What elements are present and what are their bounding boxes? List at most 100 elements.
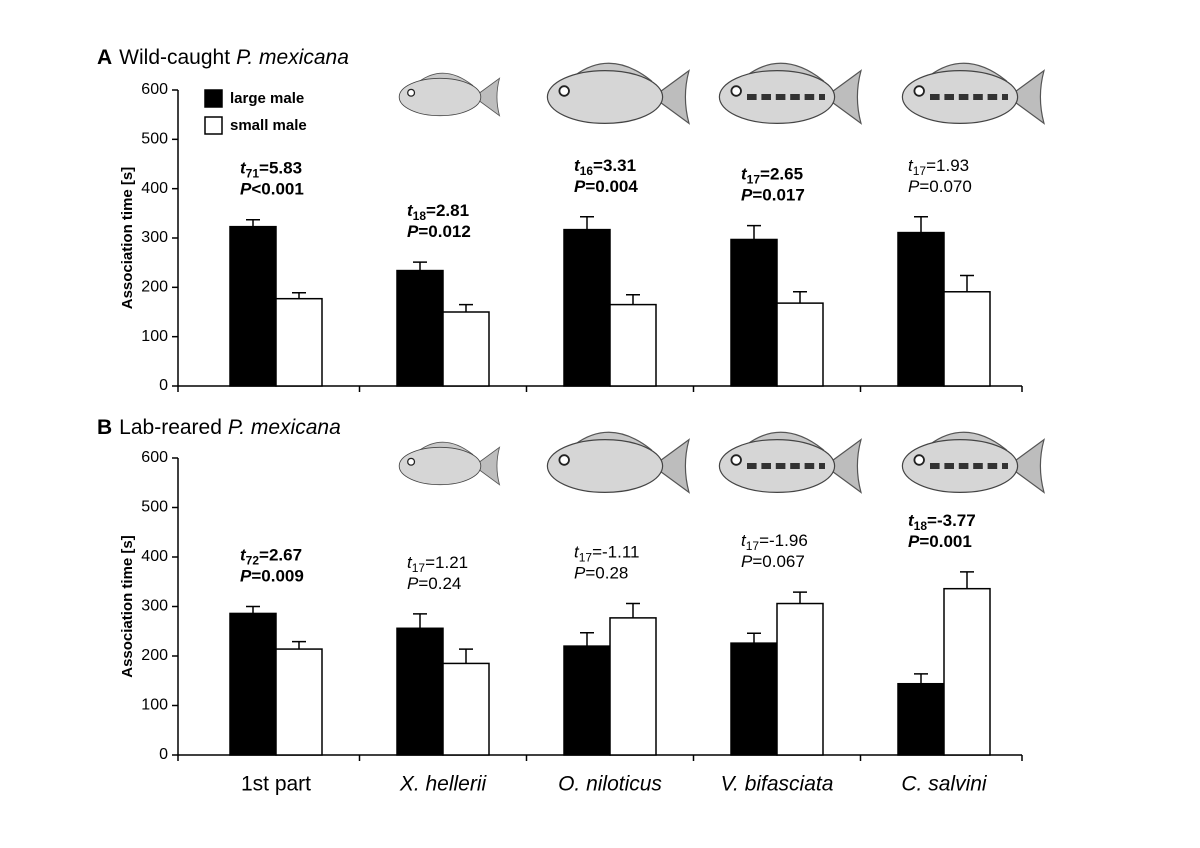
stat-df: 16: [580, 164, 594, 178]
y-axis-label: Association time [s]: [119, 535, 136, 678]
fish-eye: [913, 85, 925, 97]
fish-illustration: [718, 431, 863, 494]
fish-eye: [558, 85, 570, 97]
stat-value: =1.21: [425, 553, 468, 572]
x-tick-label: V. bifasciata: [721, 773, 834, 796]
p-value: =0.067: [752, 553, 804, 572]
y-tick-label: 500: [141, 131, 168, 148]
error-bar: [580, 216, 594, 230]
stat-symbol: t: [574, 156, 581, 175]
p-value: =0.009: [251, 567, 303, 586]
fish-body: [546, 438, 664, 494]
bar: [730, 238, 778, 387]
p-symbol: P: [741, 553, 753, 572]
error-bar: [914, 673, 928, 684]
stat-annotation: t17=-1.96: [741, 532, 808, 554]
stat-annotation: t17=1.93: [908, 156, 969, 178]
title-italic: P. mexicana: [236, 46, 349, 69]
p-value: =0.004: [585, 177, 638, 196]
p-value: =0.070: [919, 177, 971, 196]
error-bar: [459, 303, 473, 312]
error-bar: [626, 293, 640, 305]
bar: [730, 642, 778, 756]
y-tick-label: 400: [141, 180, 168, 197]
fish-tail: [473, 446, 501, 486]
p-annotation: P=0.067: [741, 553, 805, 572]
stat-df: 72: [246, 554, 260, 568]
bar: [609, 617, 657, 756]
y-tick-label: 0: [159, 746, 168, 763]
stat-df: 18: [413, 209, 427, 223]
error-bar: [459, 648, 473, 664]
stat-symbol: t: [407, 553, 413, 572]
error-bar: [413, 261, 427, 271]
stat-symbol: t: [741, 165, 748, 184]
fish-illustration: [546, 431, 691, 494]
y-tick-label: 300: [141, 229, 168, 246]
error-bar: [747, 224, 761, 240]
p-symbol: P: [407, 223, 419, 242]
p-value: =0.28: [585, 564, 628, 583]
stat-value: =2.81: [426, 202, 469, 221]
y-tick-label: 500: [141, 499, 168, 516]
bar: [442, 311, 490, 387]
bar: [897, 682, 945, 756]
bar: [776, 302, 824, 387]
legend-swatch: [204, 116, 223, 135]
stat-value: =2.65: [760, 165, 803, 184]
fish-tail: [651, 69, 691, 125]
error-bar: [960, 571, 974, 589]
stat-value: =1.93: [926, 156, 969, 175]
p-symbol: P: [240, 567, 252, 586]
fish-tail: [473, 77, 501, 117]
p-symbol: P: [240, 180, 252, 199]
bar: [396, 627, 444, 756]
panel-title: B Lab-reared P. mexicana: [97, 416, 341, 439]
fish-illustration: [546, 62, 691, 125]
y-axis-label: Association time [s]: [119, 167, 136, 310]
fish-tail: [1006, 69, 1046, 125]
p-annotation: P=0.070: [908, 177, 972, 196]
bar: [442, 662, 490, 756]
stat-df: 71: [246, 167, 260, 181]
error-bar: [246, 605, 260, 614]
bar: [609, 303, 657, 387]
stat-annotation: t17=1.21: [407, 553, 468, 575]
stat-annotation: t17=-1.11: [574, 543, 640, 565]
stat-symbol: t: [407, 202, 414, 221]
stat-annotation: t18=-3.77: [908, 511, 976, 533]
bar: [943, 291, 991, 387]
y-tick-label: 600: [141, 81, 168, 98]
title-italic: P. mexicana: [228, 416, 341, 439]
stat-symbol: t: [240, 546, 247, 565]
fish-body: [546, 69, 664, 125]
fish-illustration: [398, 72, 501, 117]
title-part: Lab-reared: [119, 416, 222, 439]
p-symbol: P: [741, 186, 753, 205]
fish-eye: [730, 85, 742, 97]
stat-annotation: t72=2.67: [240, 546, 302, 568]
stat-df: 17: [913, 164, 927, 178]
p-annotation: P<0.001: [240, 180, 304, 199]
stat-symbol: t: [908, 511, 915, 530]
p-annotation: P=0.009: [240, 567, 304, 586]
error-bar: [914, 216, 928, 233]
p-symbol: P: [574, 177, 586, 196]
bar: [563, 645, 611, 756]
title-part: Wild-caught: [119, 46, 230, 69]
fish-eye: [558, 454, 570, 466]
stat-value: =-1.11: [592, 543, 639, 562]
fish-body: [398, 77, 482, 117]
stat-df: 18: [914, 519, 928, 533]
p-symbol: P: [574, 564, 586, 583]
stat-annotation: t18=2.81: [407, 202, 469, 224]
p-value: <0.001: [251, 180, 303, 199]
stat-value: =-3.77: [927, 511, 976, 530]
p-annotation: P=0.001: [908, 532, 972, 551]
bar: [943, 587, 991, 756]
bar: [275, 297, 323, 387]
legend-label: large male: [230, 90, 304, 107]
stat-df: 17: [747, 173, 761, 187]
p-symbol: P: [407, 574, 419, 593]
